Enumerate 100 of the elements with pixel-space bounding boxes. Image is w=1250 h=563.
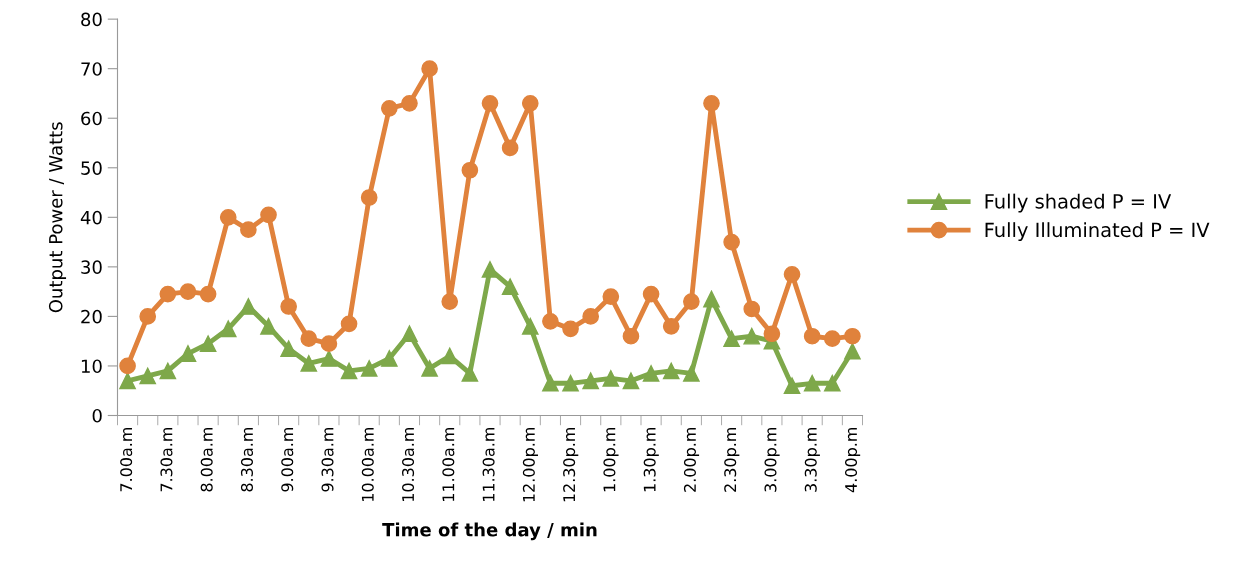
x-tick-label: 10.00a.m (361, 427, 374, 501)
y-tick-label: 40 (80, 210, 102, 225)
point (401, 325, 418, 343)
point (260, 317, 277, 335)
point (602, 370, 620, 387)
point (219, 320, 237, 338)
point (743, 300, 761, 318)
point (521, 95, 539, 112)
point (199, 285, 217, 303)
point (683, 365, 700, 382)
point (683, 293, 700, 310)
x-tick-label: 1.30p.m (643, 427, 659, 492)
point (562, 320, 579, 338)
point (703, 95, 720, 112)
y-tick-label: 50 (81, 161, 102, 175)
point (481, 95, 499, 112)
point (461, 161, 479, 179)
point (260, 206, 277, 224)
point (401, 95, 418, 112)
point (823, 330, 841, 348)
x-tick-label: 1.00p.m (603, 427, 619, 492)
point (602, 288, 620, 305)
point (380, 99, 398, 117)
legend-label: Fully shaded P = IV (985, 193, 1172, 213)
point (662, 362, 680, 380)
point (300, 355, 318, 372)
point (582, 308, 600, 325)
point (521, 317, 539, 335)
x-tick-label: 3.00p.m (764, 427, 780, 492)
point (783, 377, 801, 395)
point (642, 285, 660, 303)
point (320, 350, 338, 367)
point (179, 283, 197, 300)
x-tick-label: 9.00a.m (281, 427, 294, 492)
y-tick-label: 70 (81, 62, 102, 76)
x-axis-title: Time of the day / min (382, 522, 597, 541)
point (662, 317, 680, 335)
y-tick-label: 30 (81, 260, 102, 274)
point (240, 298, 257, 315)
y-tick-label: 80 (81, 12, 102, 27)
point (320, 335, 338, 352)
point (501, 278, 519, 296)
point (139, 308, 157, 325)
legend-label: Fully Illuminated P = IV (985, 222, 1210, 241)
point (199, 335, 217, 352)
x-tick-label: 9.30a.m (321, 427, 334, 492)
point (280, 298, 297, 315)
point (159, 362, 177, 380)
point (723, 330, 740, 348)
point (501, 139, 519, 157)
x-tick-label: 12.30p.m (563, 427, 579, 502)
point (360, 360, 378, 377)
y-tick-label: 60 (81, 111, 102, 126)
x-tick-label: 7.30a.m (160, 427, 173, 492)
point (823, 374, 841, 392)
point (622, 372, 640, 390)
point (703, 290, 720, 308)
x-tick-label: 4.00p.m (844, 427, 861, 493)
x-tick-label: 3.30p.m (804, 427, 820, 492)
point (139, 367, 157, 385)
point (360, 189, 378, 206)
x-tick-label: 12.00p.m (522, 427, 538, 502)
point (803, 374, 821, 392)
x-tick-label: 7.00a.m (120, 427, 133, 492)
point (421, 60, 438, 78)
x-tick-label: 2.30p.m (724, 427, 740, 492)
point (300, 330, 318, 348)
point (642, 365, 660, 382)
point (461, 365, 479, 382)
x-tick-label: 8.30a.m (240, 427, 254, 492)
x-tick-label: 11.30a.m (482, 427, 495, 501)
point (743, 327, 761, 345)
point (340, 362, 358, 380)
point (844, 342, 861, 360)
point (119, 357, 136, 375)
point (240, 221, 257, 239)
y-axis-title: Output Power / Watts (48, 122, 67, 313)
point (380, 350, 398, 367)
point (219, 208, 237, 226)
point (542, 313, 559, 330)
point (723, 233, 740, 251)
x-tick-label: 11.00a.m (442, 427, 455, 501)
point (280, 340, 297, 357)
point (582, 372, 600, 390)
point (119, 372, 136, 390)
x-tick-label: 2.00p.m (683, 427, 700, 492)
y-tick-label: 0 (92, 408, 102, 423)
y-tick-label: 20 (81, 309, 102, 324)
point (844, 327, 861, 345)
point (159, 285, 177, 303)
point (763, 325, 781, 343)
point (542, 374, 559, 392)
y-tick-label: 10 (81, 359, 102, 374)
point (803, 327, 821, 345)
point (783, 265, 801, 283)
x-tick-label: 10.30a.m (402, 427, 415, 501)
x-tick-label: 8.00a.m (200, 427, 213, 492)
point (421, 360, 438, 377)
point (340, 315, 358, 333)
point (441, 293, 459, 310)
